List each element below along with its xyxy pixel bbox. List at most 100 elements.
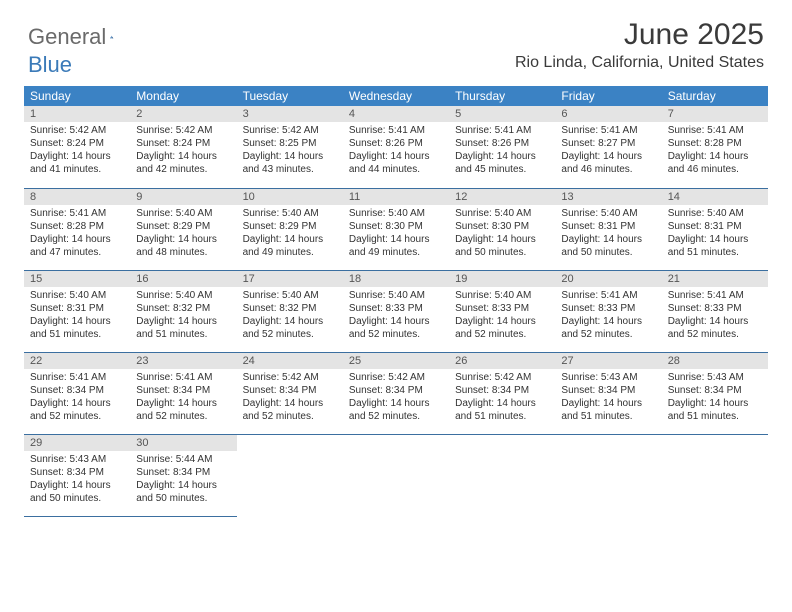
day-details: Sunrise: 5:40 AMSunset: 8:33 PMDaylight:…: [343, 287, 449, 345]
day-details: Sunrise: 5:42 AMSunset: 8:34 PMDaylight:…: [343, 369, 449, 427]
day-number: 26: [449, 353, 555, 369]
calendar-row: 15Sunrise: 5:40 AMSunset: 8:31 PMDayligh…: [24, 270, 768, 352]
day-number: 24: [237, 353, 343, 369]
day-details: Sunrise: 5:40 AMSunset: 8:33 PMDaylight:…: [449, 287, 555, 345]
calendar-cell: [555, 434, 661, 516]
calendar-cell: 25Sunrise: 5:42 AMSunset: 8:34 PMDayligh…: [343, 352, 449, 434]
calendar-cell: 24Sunrise: 5:42 AMSunset: 8:34 PMDayligh…: [237, 352, 343, 434]
day-details: Sunrise: 5:43 AMSunset: 8:34 PMDaylight:…: [662, 369, 768, 427]
calendar-cell: 8Sunrise: 5:41 AMSunset: 8:28 PMDaylight…: [24, 188, 130, 270]
day-details: Sunrise: 5:43 AMSunset: 8:34 PMDaylight:…: [24, 451, 130, 509]
calendar-body: 1Sunrise: 5:42 AMSunset: 8:24 PMDaylight…: [24, 106, 768, 516]
calendar-table: SundayMondayTuesdayWednesdayThursdayFrid…: [24, 86, 768, 517]
weekday-header: Thursday: [449, 86, 555, 106]
day-details: Sunrise: 5:40 AMSunset: 8:32 PMDaylight:…: [130, 287, 236, 345]
calendar-cell: [662, 434, 768, 516]
day-number: 11: [343, 189, 449, 205]
day-details: Sunrise: 5:43 AMSunset: 8:34 PMDaylight:…: [555, 369, 661, 427]
day-number: 22: [24, 353, 130, 369]
day-details: Sunrise: 5:40 AMSunset: 8:31 PMDaylight:…: [24, 287, 130, 345]
day-details: Sunrise: 5:40 AMSunset: 8:31 PMDaylight:…: [662, 205, 768, 263]
day-details: Sunrise: 5:40 AMSunset: 8:29 PMDaylight:…: [130, 205, 236, 263]
calendar-cell: 17Sunrise: 5:40 AMSunset: 8:32 PMDayligh…: [237, 270, 343, 352]
day-details: Sunrise: 5:41 AMSunset: 8:33 PMDaylight:…: [555, 287, 661, 345]
day-details: Sunrise: 5:41 AMSunset: 8:34 PMDaylight:…: [24, 369, 130, 427]
calendar-cell: 14Sunrise: 5:40 AMSunset: 8:31 PMDayligh…: [662, 188, 768, 270]
day-number: 30: [130, 435, 236, 451]
day-number: 14: [662, 189, 768, 205]
day-number: 16: [130, 271, 236, 287]
day-details: Sunrise: 5:41 AMSunset: 8:28 PMDaylight:…: [662, 122, 768, 180]
day-number: 20: [555, 271, 661, 287]
day-number: 5: [449, 106, 555, 122]
header: General June 2025 Rio Linda, California,…: [0, 0, 792, 80]
weekday-header: Sunday: [24, 86, 130, 106]
day-number: 15: [24, 271, 130, 287]
logo-text-general: General: [28, 24, 106, 50]
calendar-cell: 27Sunrise: 5:43 AMSunset: 8:34 PMDayligh…: [555, 352, 661, 434]
sail-icon: [110, 29, 114, 45]
day-number: 17: [237, 271, 343, 287]
calendar-cell: [449, 434, 555, 516]
logo-text-blue: Blue: [28, 52, 72, 77]
calendar-cell: 28Sunrise: 5:43 AMSunset: 8:34 PMDayligh…: [662, 352, 768, 434]
calendar-cell: 26Sunrise: 5:42 AMSunset: 8:34 PMDayligh…: [449, 352, 555, 434]
calendar-cell: 29Sunrise: 5:43 AMSunset: 8:34 PMDayligh…: [24, 434, 130, 516]
day-number: 28: [662, 353, 768, 369]
calendar-cell: 13Sunrise: 5:40 AMSunset: 8:31 PMDayligh…: [555, 188, 661, 270]
calendar-cell: [237, 434, 343, 516]
day-number: 29: [24, 435, 130, 451]
calendar-row: 22Sunrise: 5:41 AMSunset: 8:34 PMDayligh…: [24, 352, 768, 434]
day-number: 10: [237, 189, 343, 205]
calendar-cell: 21Sunrise: 5:41 AMSunset: 8:33 PMDayligh…: [662, 270, 768, 352]
day-details: Sunrise: 5:42 AMSunset: 8:34 PMDaylight:…: [237, 369, 343, 427]
calendar-cell: 6Sunrise: 5:41 AMSunset: 8:27 PMDaylight…: [555, 106, 661, 188]
day-details: Sunrise: 5:41 AMSunset: 8:26 PMDaylight:…: [343, 122, 449, 180]
day-number: 19: [449, 271, 555, 287]
weekday-header: Wednesday: [343, 86, 449, 106]
calendar-row: 29Sunrise: 5:43 AMSunset: 8:34 PMDayligh…: [24, 434, 768, 516]
calendar-cell: 18Sunrise: 5:40 AMSunset: 8:33 PMDayligh…: [343, 270, 449, 352]
day-number: 3: [237, 106, 343, 122]
calendar-cell: 30Sunrise: 5:44 AMSunset: 8:34 PMDayligh…: [130, 434, 236, 516]
day-details: Sunrise: 5:42 AMSunset: 8:24 PMDaylight:…: [130, 122, 236, 180]
calendar-cell: 20Sunrise: 5:41 AMSunset: 8:33 PMDayligh…: [555, 270, 661, 352]
day-number: 1: [24, 106, 130, 122]
day-details: Sunrise: 5:41 AMSunset: 8:28 PMDaylight:…: [24, 205, 130, 263]
calendar-cell: 1Sunrise: 5:42 AMSunset: 8:24 PMDaylight…: [24, 106, 130, 188]
calendar-cell: 22Sunrise: 5:41 AMSunset: 8:34 PMDayligh…: [24, 352, 130, 434]
day-number: 13: [555, 189, 661, 205]
calendar-cell: 2Sunrise: 5:42 AMSunset: 8:24 PMDaylight…: [130, 106, 236, 188]
calendar-cell: 23Sunrise: 5:41 AMSunset: 8:34 PMDayligh…: [130, 352, 236, 434]
day-number: 23: [130, 353, 236, 369]
weekday-header-row: SundayMondayTuesdayWednesdayThursdayFrid…: [24, 86, 768, 106]
calendar-cell: 3Sunrise: 5:42 AMSunset: 8:25 PMDaylight…: [237, 106, 343, 188]
calendar-cell: 4Sunrise: 5:41 AMSunset: 8:26 PMDaylight…: [343, 106, 449, 188]
day-details: Sunrise: 5:40 AMSunset: 8:30 PMDaylight:…: [343, 205, 449, 263]
day-details: Sunrise: 5:44 AMSunset: 8:34 PMDaylight:…: [130, 451, 236, 509]
day-number: 6: [555, 106, 661, 122]
calendar-row: 1Sunrise: 5:42 AMSunset: 8:24 PMDaylight…: [24, 106, 768, 188]
day-number: 25: [343, 353, 449, 369]
month-title: June 2025: [515, 18, 764, 52]
day-number: 12: [449, 189, 555, 205]
calendar-cell: 19Sunrise: 5:40 AMSunset: 8:33 PMDayligh…: [449, 270, 555, 352]
day-number: 8: [24, 189, 130, 205]
day-number: 2: [130, 106, 236, 122]
calendar-cell: 7Sunrise: 5:41 AMSunset: 8:28 PMDaylight…: [662, 106, 768, 188]
weekday-header: Saturday: [662, 86, 768, 106]
calendar-cell: 10Sunrise: 5:40 AMSunset: 8:29 PMDayligh…: [237, 188, 343, 270]
logo: General: [28, 18, 134, 50]
day-details: Sunrise: 5:42 AMSunset: 8:25 PMDaylight:…: [237, 122, 343, 180]
weekday-header: Tuesday: [237, 86, 343, 106]
day-number: 18: [343, 271, 449, 287]
day-details: Sunrise: 5:40 AMSunset: 8:31 PMDaylight:…: [555, 205, 661, 263]
day-details: Sunrise: 5:42 AMSunset: 8:24 PMDaylight:…: [24, 122, 130, 180]
day-number: 21: [662, 271, 768, 287]
calendar-cell: 9Sunrise: 5:40 AMSunset: 8:29 PMDaylight…: [130, 188, 236, 270]
title-block: June 2025 Rio Linda, California, United …: [515, 18, 764, 72]
day-details: Sunrise: 5:42 AMSunset: 8:34 PMDaylight:…: [449, 369, 555, 427]
weekday-header: Friday: [555, 86, 661, 106]
weekday-header: Monday: [130, 86, 236, 106]
calendar-cell: 15Sunrise: 5:40 AMSunset: 8:31 PMDayligh…: [24, 270, 130, 352]
